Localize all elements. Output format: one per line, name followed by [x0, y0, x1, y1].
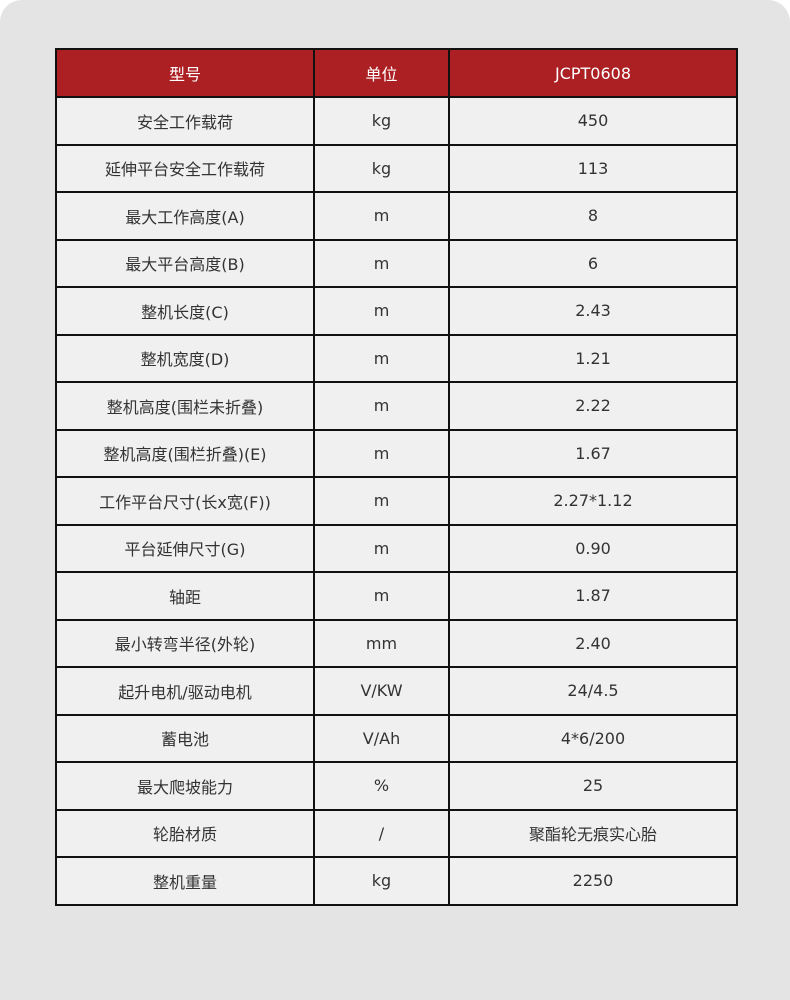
- spec-name: 轴距: [55, 571, 315, 621]
- spec-value: 2.27*1.12: [448, 476, 738, 526]
- spec-value: 24/4.5: [448, 666, 738, 716]
- spec-name: 最大爬坡能力: [55, 761, 315, 811]
- spec-name: 工作平台尺寸(长x宽(F)): [55, 476, 315, 526]
- table-row: 安全工作载荷 kg 450: [55, 96, 738, 146]
- spec-name: 延伸平台安全工作载荷: [55, 143, 315, 193]
- table-row: 整机高度(围栏折叠)(E) m 1.67: [55, 428, 738, 478]
- spec-unit: m: [313, 286, 450, 336]
- table-row: 最小转弯半径(外轮) mm 2.40: [55, 618, 738, 668]
- spec-name: 整机高度(围栏折叠)(E): [55, 428, 315, 478]
- spec-unit: kg: [313, 96, 450, 146]
- spec-table: 型号 单位 JCPT0608 安全工作载荷 kg 450 延伸平台安全工作载荷 kg 11…: [55, 48, 738, 906]
- spec-value: 2.40: [448, 618, 738, 668]
- spec-value: 8: [448, 191, 738, 241]
- spec-value: 113: [448, 143, 738, 193]
- spec-unit: %: [313, 761, 450, 811]
- table-row: 整机宽度(D) m 1.21: [55, 333, 738, 383]
- spec-unit: m: [313, 191, 450, 241]
- spec-unit: kg: [313, 143, 450, 193]
- table-row: 最大平台高度(B) m 6: [55, 238, 738, 288]
- spec-value: 4*6/200: [448, 713, 738, 763]
- spec-value: 450: [448, 96, 738, 146]
- spec-name: 起升电机/驱动电机: [55, 666, 315, 716]
- spec-value: 1.87: [448, 571, 738, 621]
- spec-name: 安全工作载荷: [55, 96, 315, 146]
- spec-unit: V/Ah: [313, 713, 450, 763]
- spec-name: 整机高度(围栏未折叠): [55, 381, 315, 431]
- spec-name: 最大工作高度(A): [55, 191, 315, 241]
- spec-unit: V/KW: [313, 666, 450, 716]
- table-row: 平台延伸尺寸(G) m 0.90: [55, 523, 738, 573]
- spec-unit: m: [313, 333, 450, 383]
- table-row: 整机重量 kg 2250: [55, 856, 738, 906]
- table-row: 最大爬坡能力% 25: [55, 761, 738, 811]
- spec-name: 整机重量: [55, 856, 315, 906]
- table-row: 轴距 m 1.87: [55, 571, 738, 621]
- spec-unit: m: [313, 238, 450, 288]
- spec-name: 最小转弯半径(外轮): [55, 618, 315, 668]
- spec-unit: m: [313, 476, 450, 526]
- spec-name: 整机长度(C): [55, 286, 315, 336]
- spec-name: 整机宽度(D): [55, 333, 315, 383]
- spec-unit: kg: [313, 856, 450, 906]
- spec-unit: mm: [313, 618, 450, 668]
- header-value: JCPT0608: [448, 48, 738, 98]
- spec-unit: m: [313, 381, 450, 431]
- spec-unit: m: [313, 523, 450, 573]
- table-row: 延伸平台安全工作载荷 kg 113: [55, 143, 738, 193]
- spec-unit: m: [313, 571, 450, 621]
- table-header: 型号 单位 JCPT0608: [55, 48, 738, 98]
- spec-value: 2.22: [448, 381, 738, 431]
- table-row: 轮胎材质 / 聚酯轮无痕实心胎: [55, 808, 738, 858]
- table-row: 最大工作高度(A) m 8: [55, 191, 738, 241]
- spec-value: 6: [448, 238, 738, 288]
- table-row: 起升电机/驱动电机 V/KW 24/4.5: [55, 666, 738, 716]
- spec-name: 最大平台高度(B): [55, 238, 315, 288]
- spec-value: 聚酯轮无痕实心胎: [448, 808, 738, 858]
- spec-value: 0.90: [448, 523, 738, 573]
- table-row: 整机长度(C) m 2.43: [55, 286, 738, 336]
- header-unit: 单位: [313, 48, 450, 98]
- spec-name: 蓄电池: [55, 713, 315, 763]
- table-row: 整机高度(围栏未折叠) m 2.22: [55, 381, 738, 431]
- spec-value: 2.43: [448, 286, 738, 336]
- spec-unit: m: [313, 428, 450, 478]
- spec-unit: /: [313, 808, 450, 858]
- spec-value: 2250: [448, 856, 738, 906]
- spec-name: 平台延伸尺寸(G): [55, 523, 315, 573]
- spec-value: 1.21: [448, 333, 738, 383]
- spec-value: 25: [448, 761, 738, 811]
- table-row: 蓄电池 V/Ah 4*6/200: [55, 713, 738, 763]
- spec-name: 轮胎材质: [55, 808, 315, 858]
- header-model: 型号: [55, 48, 315, 98]
- table-row: 工作平台尺寸(长x宽(F)) m 2.27*1.12: [55, 476, 738, 526]
- spec-value: 1.67: [448, 428, 738, 478]
